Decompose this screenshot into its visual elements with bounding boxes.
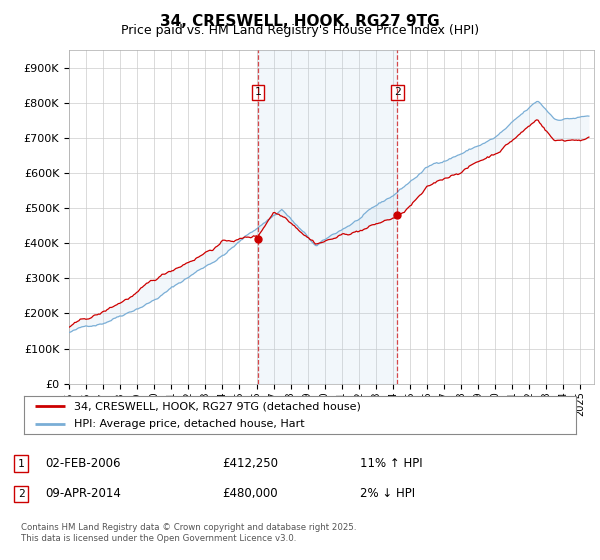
- Text: 11% ↑ HPI: 11% ↑ HPI: [360, 457, 422, 470]
- Text: 34, CRESWELL, HOOK, RG27 9TG: 34, CRESWELL, HOOK, RG27 9TG: [160, 14, 440, 29]
- Text: £412,250: £412,250: [222, 457, 278, 470]
- Text: 2: 2: [17, 489, 25, 499]
- Bar: [258, 50, 397, 384]
- Text: 34, CRESWELL, HOOK, RG27 9TG (detached house): 34, CRESWELL, HOOK, RG27 9TG (detached h…: [74, 401, 361, 411]
- Text: £480,000: £480,000: [222, 487, 278, 501]
- Text: 2% ↓ HPI: 2% ↓ HPI: [360, 487, 415, 501]
- Text: Price paid vs. HM Land Registry's House Price Index (HPI): Price paid vs. HM Land Registry's House …: [121, 24, 479, 37]
- Text: 2: 2: [394, 87, 401, 97]
- Text: 09-APR-2014: 09-APR-2014: [45, 487, 121, 501]
- Text: 1: 1: [254, 87, 262, 97]
- Text: Contains HM Land Registry data © Crown copyright and database right 2025.
This d: Contains HM Land Registry data © Crown c…: [21, 524, 356, 543]
- Text: 02-FEB-2006: 02-FEB-2006: [45, 457, 121, 470]
- Text: 1: 1: [17, 459, 25, 469]
- Text: HPI: Average price, detached house, Hart: HPI: Average price, detached house, Hart: [74, 419, 304, 429]
